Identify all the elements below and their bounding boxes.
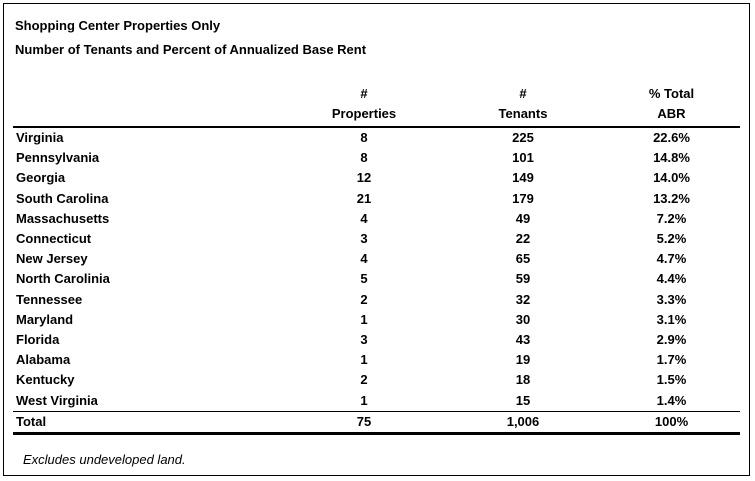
abr-cell: 3.1% bbox=[656, 311, 687, 327]
report-title: Shopping Center Properties Only bbox=[15, 18, 221, 33]
state-cell: Georgia bbox=[16, 170, 66, 186]
table-row: Florida 3 43 2.9% bbox=[13, 330, 740, 350]
col-header-properties: # Properties bbox=[285, 84, 443, 128]
col-header-abr: % Total ABR bbox=[603, 84, 740, 128]
state-cell: Maryland bbox=[16, 311, 74, 327]
properties-cell: 2 bbox=[360, 291, 368, 307]
properties-cell: 4 bbox=[360, 251, 368, 267]
state-cell: Tennessee bbox=[16, 291, 83, 307]
col-header-tenants-line2: Tenants bbox=[498, 106, 548, 121]
abr-cell: 13.2% bbox=[653, 190, 690, 206]
table-row: Connecticut 3 22 5.2% bbox=[13, 229, 740, 249]
col-header-abr-line2: ABR bbox=[657, 106, 686, 121]
state-cell: Massachusetts bbox=[16, 210, 110, 226]
abr-cell: 7.2% bbox=[656, 210, 687, 226]
state-cell: West Virginia bbox=[16, 392, 98, 408]
abr-cell: 14.8% bbox=[653, 150, 690, 166]
table-row: Georgia 12 149 14.0% bbox=[13, 168, 740, 188]
state-cell: Virginia bbox=[16, 130, 64, 145]
report-titles: Shopping Center Properties Only Number o… bbox=[4, 4, 749, 62]
properties-cell: 4 bbox=[360, 210, 368, 226]
col-header-properties-line2: Properties bbox=[331, 106, 397, 121]
tenants-cell: 225 bbox=[512, 130, 534, 145]
table-row: Tennessee 2 32 3.3% bbox=[13, 290, 740, 310]
properties-cell: 3 bbox=[360, 231, 368, 247]
properties-cell: 12 bbox=[356, 170, 372, 186]
tenants-cell: 101 bbox=[512, 150, 534, 166]
tenants-cell: 18 bbox=[515, 372, 531, 388]
table-row: Massachusetts 4 49 7.2% bbox=[13, 209, 740, 229]
state-cell: Florida bbox=[16, 332, 60, 348]
table-row: Virginia 8 225 22.6% bbox=[13, 127, 740, 148]
abr-cell: 2.9% bbox=[656, 332, 687, 348]
col-header-tenants-line1: # bbox=[519, 86, 527, 101]
tenants-cell: 65 bbox=[515, 251, 531, 267]
properties-cell: 3 bbox=[360, 332, 368, 348]
abr-cell: 3.3% bbox=[656, 291, 687, 307]
properties-cell: 2 bbox=[360, 372, 368, 388]
properties-cell: 5 bbox=[360, 271, 368, 287]
col-header-state bbox=[13, 84, 285, 128]
tenants-cell: 149 bbox=[512, 170, 534, 186]
abr-cell: 1.4% bbox=[656, 392, 687, 408]
state-cell: North Carolinia bbox=[16, 271, 110, 287]
table-row: West Virginia 1 15 1.4% bbox=[13, 391, 740, 412]
tenants-cell: 22 bbox=[515, 231, 531, 247]
col-header-tenants: # Tenants bbox=[443, 84, 603, 128]
total-properties-cell: 75 bbox=[285, 410, 443, 436]
table-row: South Carolina 21 179 13.2% bbox=[13, 189, 740, 209]
table-header-row: # Properties # Tenants % Total ABR bbox=[13, 84, 740, 128]
tenants-abr-table: # Properties # Tenants % Total ABR Virgi… bbox=[13, 84, 740, 436]
col-header-abr-line1: % Total bbox=[648, 86, 695, 101]
properties-cell: 8 bbox=[360, 130, 368, 145]
abr-cell: 1.5% bbox=[656, 372, 687, 388]
total-abr-cell: 100% bbox=[603, 410, 740, 436]
tenants-cell: 32 bbox=[515, 291, 531, 307]
tenants-cell: 49 bbox=[515, 210, 531, 226]
table-row: Pennsylvania 8 101 14.8% bbox=[13, 148, 740, 168]
tenants-cell: 179 bbox=[512, 190, 534, 206]
properties-cell: 8 bbox=[360, 150, 368, 166]
state-cell: Kentucky bbox=[16, 372, 75, 388]
abr-cell: 22.6% bbox=[653, 130, 690, 145]
abr-cell: 14.0% bbox=[653, 170, 690, 186]
col-header-properties-line1: # bbox=[360, 86, 368, 101]
properties-cell: 1 bbox=[360, 352, 368, 368]
table-row: Alabama 1 19 1.7% bbox=[13, 350, 740, 370]
footnote: Excludes undeveloped land. bbox=[23, 452, 186, 468]
abr-cell: 4.4% bbox=[656, 271, 687, 287]
total-label-cell: Total bbox=[13, 410, 285, 436]
state-cell: Connecticut bbox=[16, 231, 92, 247]
tenants-cell: 30 bbox=[515, 311, 531, 327]
tenants-cell: 59 bbox=[515, 271, 531, 287]
tenants-cell: 43 bbox=[515, 332, 531, 348]
state-cell: New Jersey bbox=[16, 251, 88, 267]
report-subtitle: Number of Tenants and Percent of Annuali… bbox=[15, 42, 367, 57]
abr-cell: 1.7% bbox=[656, 352, 687, 368]
abr-cell: 4.7% bbox=[656, 251, 687, 267]
table-row: Kentucky 2 18 1.5% bbox=[13, 370, 740, 390]
table-row: New Jersey 4 65 4.7% bbox=[13, 249, 740, 269]
report-panel: Shopping Center Properties Only Number o… bbox=[3, 3, 750, 476]
tenants-cell: 19 bbox=[515, 352, 531, 368]
table-row: North Carolinia 5 59 4.4% bbox=[13, 269, 740, 289]
total-tenants-cell: 1,006 bbox=[443, 410, 603, 436]
properties-cell: 1 bbox=[360, 392, 368, 408]
tenants-cell: 15 bbox=[515, 392, 531, 408]
state-cell: Pennsylvania bbox=[16, 150, 100, 166]
state-cell: Alabama bbox=[16, 352, 71, 368]
properties-cell: 1 bbox=[360, 311, 368, 327]
properties-cell: 21 bbox=[356, 190, 372, 206]
state-cell: South Carolina bbox=[16, 190, 109, 206]
abr-cell: 5.2% bbox=[656, 231, 687, 247]
table-total-row: Total 75 1,006 100% bbox=[13, 410, 740, 436]
table-row: Maryland 1 30 3.1% bbox=[13, 310, 740, 330]
